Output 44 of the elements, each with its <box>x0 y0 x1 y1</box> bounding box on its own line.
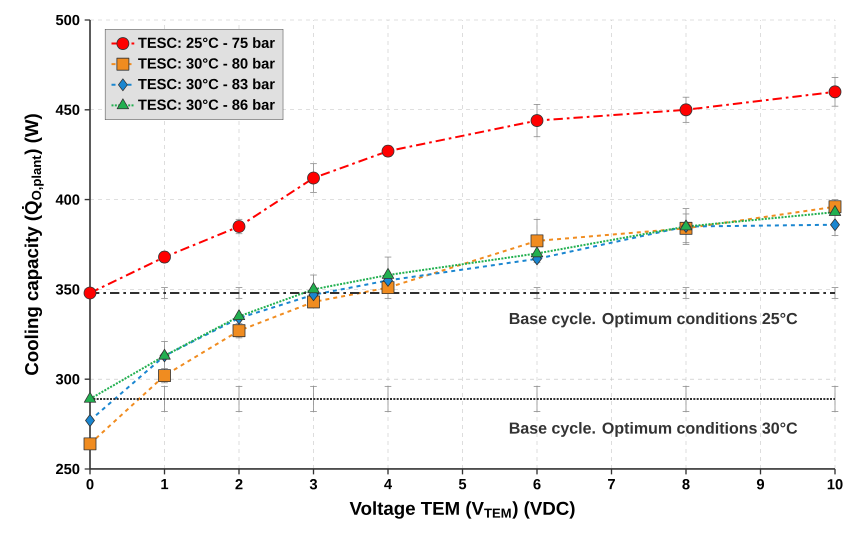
point <box>530 234 544 248</box>
x-tick-label: 7 <box>608 479 615 490</box>
point <box>530 114 544 127</box>
legend-label: TESC: 30°C - 80 bar <box>138 58 275 69</box>
point <box>530 246 544 258</box>
legend-label: TESC: 25°C - 75 bar <box>138 37 275 48</box>
point <box>828 85 842 98</box>
y-tick-label: 500 <box>56 14 80 26</box>
point <box>84 392 96 403</box>
x-tick-label: 3 <box>310 479 318 490</box>
point <box>84 286 96 300</box>
point <box>830 218 840 232</box>
legend-label: TESC: 30°C - 86 bar <box>138 99 275 110</box>
x-tick-label: 0 <box>86 479 94 490</box>
point <box>85 414 95 427</box>
y-tick-label: 400 <box>56 194 80 205</box>
point <box>382 268 394 279</box>
annotation: Base cycle. Optimum conditions 30°C <box>510 422 798 437</box>
point <box>158 250 171 264</box>
y-tick-label: 250 <box>56 464 80 474</box>
point <box>307 172 320 184</box>
y-tick-label: 300 <box>56 374 80 384</box>
x-tick-label: 9 <box>756 479 764 490</box>
x-axis-title: Voltage TEM (V$_{TEM}$) (VDC) <box>350 501 575 519</box>
x-tick-label: 8 <box>682 479 690 490</box>
point <box>232 309 246 320</box>
x-tick-label: 5 <box>458 479 466 490</box>
point <box>232 220 246 233</box>
x-tick-label: 1 <box>161 479 168 490</box>
point <box>84 437 96 450</box>
y-tick-label: 350 <box>56 284 80 295</box>
point <box>232 324 246 338</box>
x-tick-label: 2 <box>235 479 242 490</box>
y-axis-title: Cooling capacity (Q̇$_{O,plant}$) (W) <box>22 114 44 375</box>
point <box>307 282 320 294</box>
annotation: Base cycle. Optimum conditions 25°C <box>510 312 798 328</box>
x-tick-label: 6 <box>533 479 541 490</box>
point <box>680 103 692 116</box>
legend-label: TESC: 30°C - 83 bar <box>138 78 275 90</box>
x-tick-label: 10 <box>828 479 843 490</box>
point <box>382 144 394 158</box>
point <box>828 205 842 216</box>
y-tick-label: 450 <box>56 104 80 115</box>
x-tick-label: 4 <box>384 479 392 490</box>
